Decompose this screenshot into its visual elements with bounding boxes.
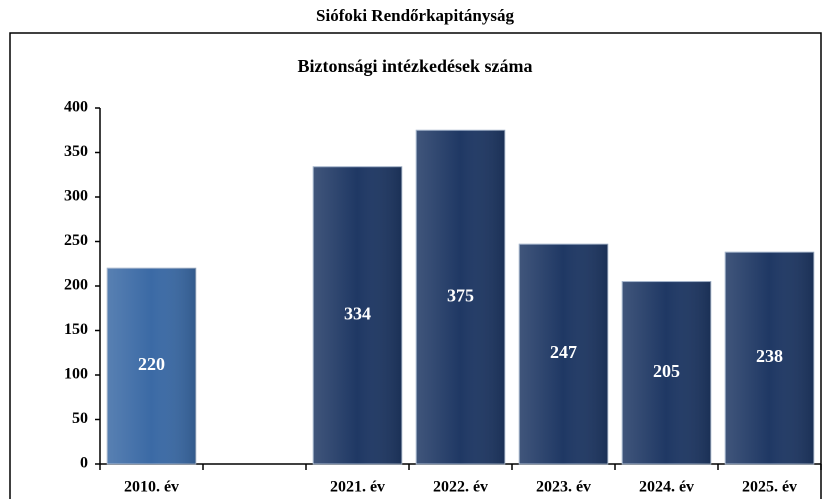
bar-sheen [725,252,814,464]
data-label: 205 [653,361,680,381]
y-tick-label: 100 [64,366,88,383]
chart-title: Siófoki Rendőrkapitányság [316,6,514,25]
data-label: 375 [447,285,474,305]
y-tick-label: 350 [64,143,88,160]
y-tick-label: 50 [72,410,88,427]
bar-sheen [107,268,196,464]
y-tick-label: 150 [64,321,88,338]
y-tick-label: 0 [80,455,88,472]
y-tick-label: 200 [64,277,88,294]
chart-subtitle: Biztonsági intézkedések száma [298,56,533,76]
data-label: 334 [344,303,371,323]
bar-sheen [313,166,402,465]
x-tick-label: 2021. év [330,479,385,496]
bar-sheen [622,281,711,464]
data-label: 238 [756,346,783,366]
x-tick-label: 2022. év [433,479,488,496]
x-tick-label: 2023. év [536,479,591,496]
data-label: 247 [550,342,577,362]
chart-frame [9,32,822,499]
x-tick-label: 2025. év [742,479,797,496]
bar-sheen [519,244,608,464]
x-tick-label: 2024. év [639,479,694,496]
x-tick-label: 2010. év [124,479,179,496]
y-tick-label: 400 [64,99,88,116]
y-tick-label: 300 [64,188,88,205]
y-tick-label: 250 [64,232,88,249]
data-label: 220 [138,354,165,374]
bar-sheen [416,130,505,464]
